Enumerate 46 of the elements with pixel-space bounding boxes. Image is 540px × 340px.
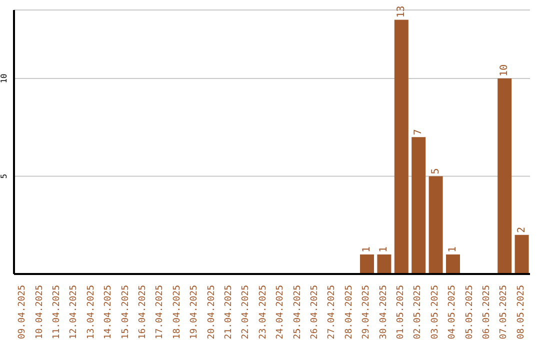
x-tick-label: 20.04.2025 <box>206 285 217 340</box>
x-tick-label: 17.04.2025 <box>155 285 166 340</box>
bar <box>394 20 408 274</box>
bar <box>498 78 512 274</box>
x-tick-label: 18.04.2025 <box>172 285 182 340</box>
bar <box>360 254 374 274</box>
x-tick-label: 16.04.2025 <box>138 285 148 340</box>
x-tick-label: 22.04.2025 <box>241 285 252 340</box>
data-label: 10 <box>499 64 510 76</box>
x-tick-label: 03.05.2025 <box>430 285 440 340</box>
x-tick-label: 05.05.2025 <box>464 285 475 340</box>
x-tick-label: 08.05.2025 <box>516 285 526 340</box>
data-label: 2 <box>516 226 528 233</box>
bar <box>514 234 529 274</box>
bar <box>446 254 460 274</box>
x-tick-label: 27.04.2025 <box>327 285 338 340</box>
x-tick-label: 10.04.2025 <box>34 285 45 340</box>
x-tick-label: 25.04.2025 <box>292 285 303 340</box>
x-tick-label: 12.04.2025 <box>69 285 80 340</box>
bar <box>428 176 443 274</box>
data-label: 7 <box>413 129 424 136</box>
data-label: 1 <box>378 246 390 252</box>
x-tick-label: 15.04.2025 <box>120 285 131 340</box>
x-tick-label: 11.04.2025 <box>52 285 62 340</box>
x-tick-label: 19.04.2025 <box>190 285 200 340</box>
data-label: 1 <box>362 246 372 252</box>
bar <box>412 137 426 274</box>
x-tick-label: 07.05.2025 <box>499 285 510 340</box>
data-label: 1 <box>448 246 458 252</box>
x-tick-label: 30.04.2025 <box>378 285 389 340</box>
x-tick-label: 21.04.2025 <box>224 285 234 340</box>
x-tick-label: 09.04.2025 <box>18 285 28 340</box>
x-tick-label: 14.04.2025 <box>104 285 114 340</box>
x-tick-label: 24.04.2025 <box>276 285 286 340</box>
x-tick-label: 01.05.2025 <box>396 285 406 340</box>
x-tick-label: 26.04.2025 <box>310 285 320 340</box>
bar <box>377 254 392 274</box>
x-tick-label: 06.05.2025 <box>482 285 492 340</box>
x-tick-label: 02.05.2025 <box>413 285 424 340</box>
x-tick-label: 04.05.2025 <box>448 285 458 340</box>
data-label: 5 <box>430 168 442 174</box>
x-tick-label: 23.04.2025 <box>258 285 268 340</box>
x-tick-label: 28.04.2025 <box>344 285 354 340</box>
data-label: 13 <box>396 6 407 18</box>
x-tick-label: 29.04.2025 <box>362 285 372 340</box>
x-tick-label: 13.04.2025 <box>86 285 96 340</box>
